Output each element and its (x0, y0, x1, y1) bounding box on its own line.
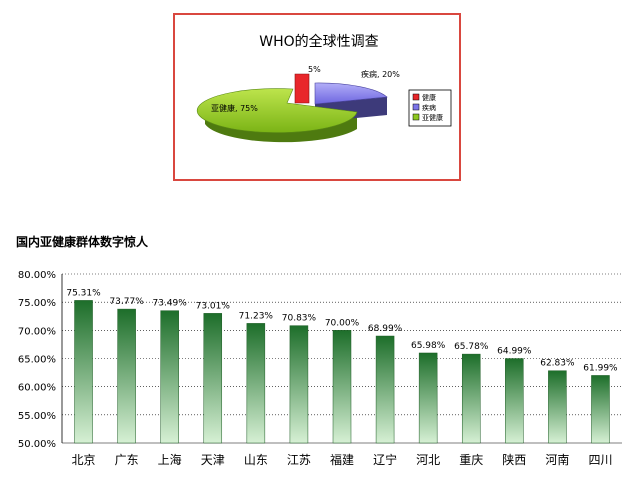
bar-x-axis: 北京 广东 上海 天津 山东 江苏 福建 辽宁 河北 重庆 陕西 河南 四川 (72, 452, 613, 467)
bar (246, 323, 266, 444)
pie-slice-side-subhealth (205, 107, 357, 143)
x-tick-label: 北京 (72, 453, 96, 467)
x-tick-label: 陕西 (502, 452, 526, 467)
legend-label-disease: 疾病 (422, 103, 436, 112)
x-tick-label: 重庆 (459, 453, 483, 467)
bar (289, 325, 309, 444)
bar-chart: 50.00% 55.00% 60.00% 65.00% 70.00% 75.00% 80.0… (18, 270, 622, 467)
y-tick-label: 75.00% (18, 298, 56, 309)
y-tick-label: 80.00% (18, 270, 56, 281)
bar-data-label: 64.99% (497, 347, 532, 357)
y-tick-label: 65.00% (18, 355, 56, 366)
bar (418, 352, 438, 444)
x-tick-label: 河北 (416, 453, 440, 467)
pie-slice-health (294, 73, 310, 104)
legend-swatch-health (412, 93, 420, 101)
pie-chart: WHO的全球性调查 5% 疾病, 20% 亚健康, 75% 健康 疾病 亚健康 (196, 33, 452, 143)
legend-swatch-subhealth (412, 113, 420, 121)
x-tick-label: 上海 (158, 452, 182, 467)
bar (375, 335, 395, 444)
x-tick-label: 天津 (201, 453, 225, 467)
bar (74, 300, 93, 444)
bar-data-label: 73.49% (153, 299, 188, 309)
bar (548, 370, 567, 444)
bar-data-label: 75.31% (66, 288, 101, 298)
x-tick-label: 河南 (545, 452, 569, 467)
pie-slice-subhealth (196, 88, 358, 133)
y-tick-label: 60.00% (18, 383, 56, 394)
pie-label-health: 5% (308, 65, 321, 74)
legend-label-health: 健康 (422, 93, 436, 102)
bar (591, 375, 610, 444)
bar (461, 353, 481, 444)
bar (117, 308, 136, 444)
bar-data-label: 65.98% (411, 341, 446, 351)
pie-label-subhealth: 亚健康, 75% (211, 103, 258, 113)
pie-chart-panel: WHO的全球性调查 5% 疾病, 20% 亚健康, 75% 健康 疾病 亚健康 (173, 13, 461, 181)
bar-data-label: 62.83% (540, 359, 575, 369)
x-tick-label: 江苏 (287, 453, 311, 467)
pie-legend: 健康 疾病 亚健康 (408, 89, 452, 127)
bar (505, 358, 524, 444)
x-tick-label: 辽宁 (373, 452, 397, 467)
legend-label-subhealth: 亚健康 (422, 113, 443, 122)
bar-data-label: 70.00% (325, 318, 360, 328)
pie-title: WHO的全球性调查 (259, 33, 378, 50)
bar-data-label: 73.01% (196, 301, 231, 311)
x-tick-label: 福建 (330, 452, 354, 467)
bar-data-label: 65.78% (454, 342, 489, 352)
pie-slice-disease (314, 82, 388, 105)
legend-swatch-disease (412, 103, 420, 111)
bar (160, 310, 179, 444)
x-tick-label: 四川 (588, 453, 612, 467)
bar (332, 330, 352, 444)
y-tick-label: 70.00% (18, 326, 56, 337)
bar-data-label: 61.99% (583, 363, 618, 373)
bar (203, 313, 223, 444)
bar-chart-title: 国内亚健康群体数字惊人 (16, 235, 149, 249)
bar-series (74, 300, 610, 444)
bar-y-axis: 50.00% 55.00% 60.00% 65.00% 70.00% 75.00% 80.0… (18, 270, 63, 450)
bar-data-label: 73.77% (109, 297, 144, 307)
x-tick-label: 山东 (244, 453, 268, 467)
bar-data-label: 71.23% (239, 311, 274, 321)
bar-data-labels: 75.31% 73.77% 73.49% 73.01% 71.23% 70.83% 70.0… (66, 288, 618, 373)
bar-data-label: 68.99% (368, 324, 403, 334)
pie-label-disease: 疾病, 20% (361, 69, 400, 79)
y-tick-label: 55.00% (18, 411, 56, 422)
bar-data-label: 70.83% (282, 314, 317, 324)
y-tick-label: 50.00% (18, 439, 56, 450)
x-tick-label: 广东 (115, 453, 139, 467)
